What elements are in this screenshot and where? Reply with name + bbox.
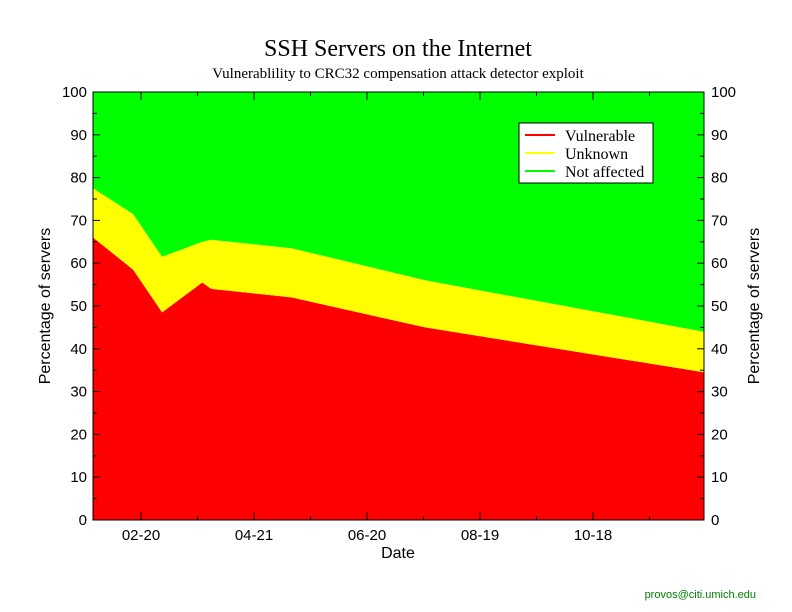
- legend: Vulnerable Unknown Not affected: [518, 122, 654, 184]
- credit-text: provos@citi.umich.edu: [645, 589, 756, 601]
- legend-label-not-affected: Not affected: [565, 164, 644, 181]
- area-vulnerable: [93, 237, 704, 520]
- y-tick-label-left: 50: [70, 298, 87, 315]
- y-tick-label-left: 60: [70, 255, 87, 272]
- y-axis-label-right: Percentage of servers: [746, 228, 763, 385]
- y-tick-label-right: 100: [711, 84, 736, 101]
- y-tick-label-right: 10: [711, 469, 728, 486]
- y-tick-label-right: 30: [711, 384, 728, 401]
- plot-areas: [93, 92, 704, 520]
- x-axis-label: Date: [381, 545, 415, 562]
- axes: 0 0 10 10 20 20 30 30 40 40 50 50 60 60 70 70 80 80 90 90 10…: [62, 84, 736, 544]
- x-tick-label: 04-21: [235, 527, 273, 544]
- chart-subtitle: Vulnerablility to CRC32 compensation att…: [212, 66, 584, 82]
- y-tick-label-right: 0: [711, 512, 719, 529]
- y-tick-label-left: 0: [79, 512, 87, 529]
- y-tick-label-left: 10: [70, 469, 87, 486]
- y-tick-label-right: 90: [711, 127, 728, 144]
- y-tick-label-left: 40: [70, 341, 87, 358]
- y-tick-label-right: 80: [711, 170, 728, 187]
- y-tick-label-right: 40: [711, 341, 728, 358]
- y-tick-label-left: 70: [70, 212, 87, 229]
- area-unknown: [93, 188, 704, 373]
- legend-label-vulnerable: Vulnerable: [565, 128, 635, 145]
- y-axis-label-left: Percentage of servers: [37, 228, 54, 385]
- y-tick-label-left: 80: [70, 170, 87, 187]
- x-tick-label: 08-19: [461, 527, 499, 544]
- x-tick-label: 02-20: [122, 527, 160, 544]
- x-tick-label: 06-20: [348, 527, 386, 544]
- x-tick-label: 10-18: [574, 527, 612, 544]
- y-tick-label-left: 100: [62, 84, 87, 101]
- legend-label-unknown: Unknown: [565, 146, 628, 163]
- chart-title: SSH Servers on the Internet: [264, 36, 532, 62]
- y-tick-label-right: 20: [711, 426, 728, 443]
- y-tick-label-right: 60: [711, 255, 728, 272]
- y-tick-label-right: 70: [711, 212, 728, 229]
- y-tick-label-left: 20: [70, 426, 87, 443]
- y-tick-label-left: 90: [70, 127, 87, 144]
- y-tick-label-left: 30: [70, 384, 87, 401]
- y-tick-label-right: 50: [711, 298, 728, 315]
